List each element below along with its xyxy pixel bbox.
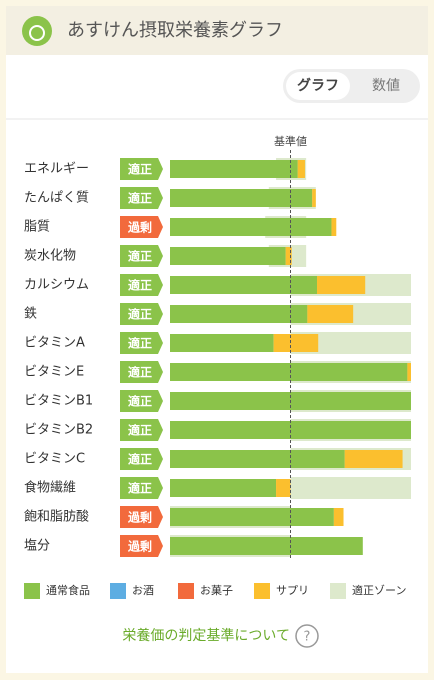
status-label: 適正	[128, 278, 152, 293]
category-label: ビタミンB1	[24, 394, 93, 409]
header	[6, 6, 428, 55]
bar-segment	[170, 537, 363, 555]
status-label: 適正	[128, 249, 152, 264]
bar-segment	[170, 218, 332, 236]
status-badge	[120, 477, 163, 499]
category-label: ビタミンE	[24, 365, 84, 380]
bar-segment	[170, 363, 408, 381]
legend-label: お酒	[132, 584, 154, 597]
bar-segment	[170, 160, 298, 178]
bar-segment	[333, 508, 344, 526]
app-icon-apple	[29, 25, 45, 41]
status-label: 適正	[128, 191, 152, 206]
status-label: 適正	[128, 336, 152, 351]
bar-segment	[170, 247, 286, 265]
category-label: 飽和脂肪酸	[24, 509, 89, 525]
status-badge	[120, 187, 163, 209]
category-label: 食物繊維	[24, 480, 76, 496]
category-label: 炭水化物	[24, 249, 76, 264]
status-badge	[120, 448, 163, 470]
status-label: 適正	[128, 394, 152, 409]
status-badge	[120, 158, 163, 180]
status-badge	[120, 303, 163, 325]
status-badge	[120, 274, 163, 296]
category-label: エネルギー	[24, 162, 89, 177]
status-label: 過剰	[127, 539, 152, 554]
status-label: 過剰	[127, 220, 152, 235]
status-badge	[120, 390, 163, 412]
bar-segment	[170, 508, 334, 526]
legend-swatch	[24, 583, 40, 599]
status-label: 過剰	[127, 510, 152, 525]
legend-label: お菓子	[200, 584, 233, 597]
legend-swatch	[110, 583, 126, 599]
zone	[290, 477, 411, 499]
status-badge	[120, 419, 163, 441]
category-label: ビタミンA	[24, 336, 85, 351]
criteria-link[interactable]: 栄養価の判定基準について	[122, 627, 290, 644]
help-icon[interactable]	[295, 624, 319, 648]
bar-segment	[312, 189, 316, 207]
toggle-selected	[286, 72, 350, 100]
category-label: ビタミンB2	[24, 423, 93, 438]
status-label: 適正	[128, 452, 152, 467]
legend-swatch	[178, 583, 194, 599]
header-title: あすけん摂取栄養素グラフ	[67, 20, 283, 41]
category-label: 鉄	[24, 307, 37, 322]
bar-segment	[407, 363, 411, 381]
bar-segment	[170, 450, 345, 468]
zone	[290, 332, 411, 354]
bar-segment	[344, 450, 403, 468]
help-icon-text: ?	[304, 630, 311, 645]
status-label: 適正	[128, 365, 152, 380]
category-label: たんぱく質	[24, 191, 89, 206]
category-label: 脂質	[24, 220, 50, 235]
status-label: 適正	[128, 162, 152, 177]
bar-segment	[273, 334, 319, 352]
bar-segment	[331, 218, 337, 236]
status-badge	[120, 361, 163, 383]
status-badge	[120, 245, 163, 267]
legend-label: サプリ	[276, 584, 309, 597]
toggle-option[interactable]: グラフ	[297, 77, 339, 94]
bar-segment	[170, 305, 308, 323]
bar-segment	[307, 305, 354, 323]
legend-label: 通常食品	[46, 583, 90, 597]
bar-segment	[170, 479, 277, 497]
status-label: 適正	[128, 481, 152, 496]
legend-swatch	[254, 583, 270, 599]
legend-swatch	[330, 583, 346, 599]
bar-segment	[170, 189, 313, 207]
bar-segment	[285, 247, 292, 265]
app-icon	[22, 16, 52, 46]
reference-label: 基準値	[274, 134, 307, 148]
category-label: ビタミンC	[24, 452, 85, 467]
category-label: 塩分	[24, 539, 50, 554]
status-badge	[120, 506, 163, 528]
bar-segment	[170, 334, 274, 352]
status-badge	[120, 535, 163, 557]
status-badge	[120, 332, 163, 354]
bar-segment	[317, 276, 366, 294]
category-label: カルシウム	[24, 278, 89, 293]
toggle-option[interactable]: 数値	[372, 78, 400, 94]
bar-segment	[170, 276, 318, 294]
status-label: 適正	[128, 423, 152, 438]
bar-segment	[297, 160, 305, 178]
status-badge	[120, 216, 163, 238]
status-label: 適正	[128, 307, 152, 322]
legend-label: 適正ゾーン	[352, 583, 406, 597]
bar-segment	[276, 479, 291, 497]
